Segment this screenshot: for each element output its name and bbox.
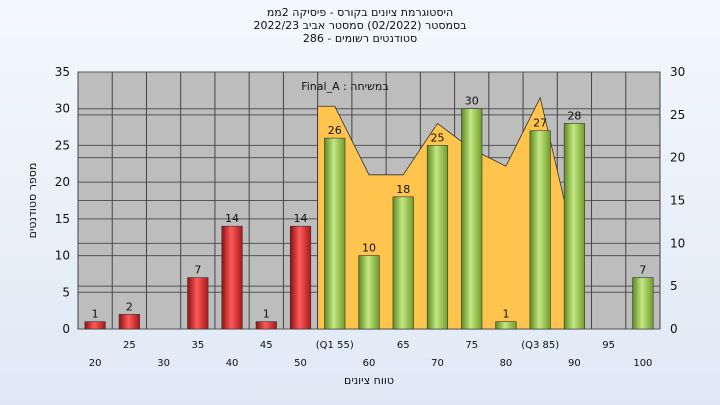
- x-tick-label: 95: [602, 340, 615, 351]
- bar-50: [289, 225, 312, 330]
- y-left-tick-label: 0: [62, 322, 70, 336]
- bar-75: [461, 108, 483, 330]
- x-tick-label: 75: [465, 340, 478, 351]
- y-left-tick-label: 20: [55, 175, 70, 189]
- x-tick-label: 35: [191, 340, 204, 351]
- y-left-tick-label: 15: [55, 212, 70, 226]
- x-tick-label: 50: [294, 358, 307, 369]
- data-label: 10: [362, 242, 376, 255]
- x-tick-label: 40: [226, 358, 239, 369]
- y-right-tick-label: 20: [670, 151, 685, 165]
- y-axis-label: מספר סטודנטים: [26, 163, 39, 239]
- y-left-tick-label: 10: [55, 249, 70, 263]
- bar-80: [495, 321, 517, 330]
- y-axis-left: 0 5 10 15 20 25 30 35: [55, 65, 70, 336]
- data-label: 30: [465, 95, 479, 108]
- bar-100: [632, 277, 654, 330]
- bar-Q155: [324, 137, 346, 330]
- chart-title: היסטוגרמת ציונים בקורס - פיסיקה 2ממ: [266, 6, 454, 19]
- bar-40: [221, 225, 243, 330]
- x-axis-label: טווח ציונים: [344, 374, 394, 387]
- bar-35: [187, 277, 209, 330]
- y-left-tick-label: 25: [55, 138, 70, 152]
- x-tick-label: 65: [397, 340, 410, 351]
- data-label: 14: [294, 212, 308, 225]
- x-tick-label: 80: [500, 358, 513, 369]
- data-label: 7: [194, 264, 201, 277]
- data-label: 27: [533, 117, 547, 130]
- y-right-tick-label: 15: [670, 194, 685, 208]
- x-tick-label: 60: [363, 358, 376, 369]
- data-label: 1: [263, 308, 270, 321]
- y-right-tick-label: 0: [670, 322, 678, 336]
- data-label: 2: [126, 300, 133, 313]
- data-label: 26: [328, 124, 342, 137]
- data-label: 1: [92, 308, 99, 321]
- x-tick-label: 70: [431, 358, 444, 369]
- y-right-tick-label: 30: [670, 65, 685, 79]
- y-left-tick-label: 5: [62, 285, 70, 299]
- data-label: 28: [567, 109, 581, 122]
- y-left-tick-label: 30: [55, 102, 70, 116]
- bars: [84, 108, 654, 330]
- data-label: 25: [430, 131, 444, 144]
- x-tick-label: (Q1 55): [316, 340, 354, 351]
- bar-Q385: [529, 130, 551, 330]
- chart-subtitle-enrolled: סטודנטים רשומים - 286: [302, 32, 418, 45]
- data-label: 1: [502, 308, 509, 321]
- bar-60: [358, 255, 380, 330]
- y-axis-right: 0 5 10 15 20 25 30: [670, 65, 685, 336]
- bar-25: [118, 314, 140, 330]
- chart-title-block: היסטוגרמת ציונים בקורס - פיסיקה 2ממ בסמס…: [0, 6, 720, 45]
- y-right-tick-label: 5: [670, 279, 678, 293]
- x-tick-label: 100: [633, 358, 652, 369]
- x-tick-label: 25: [123, 340, 136, 351]
- x-axis-ticks: 20 25 30 35 40 45 50 (Q1 55) 60 65 70 75 80 (Q3 85) 90…: [89, 340, 653, 369]
- chart-subtitle-semester: בסמסטר (02/2022) סמסטר אביב 2022/23: [253, 19, 467, 32]
- bar-65: [392, 196, 414, 330]
- bar-90: [563, 123, 585, 330]
- x-tick-label: (Q3 85): [521, 340, 559, 351]
- bar-20: [84, 321, 106, 330]
- bar-45: [255, 321, 277, 330]
- data-label: 18: [396, 183, 410, 196]
- x-tick-label: 20: [89, 358, 102, 369]
- x-tick-label: 90: [568, 358, 581, 369]
- y-right-tick-label: 10: [670, 236, 685, 250]
- data-label: 7: [639, 264, 646, 277]
- series-label: Final_A : במשיחה: [301, 80, 389, 93]
- y-left-tick-label: 35: [55, 65, 70, 79]
- x-tick-label: 30: [157, 358, 170, 369]
- bar-70: [426, 145, 449, 330]
- y-right-tick-label: 25: [670, 108, 685, 122]
- data-label: 14: [225, 212, 239, 225]
- x-tick-label: 45: [260, 340, 273, 351]
